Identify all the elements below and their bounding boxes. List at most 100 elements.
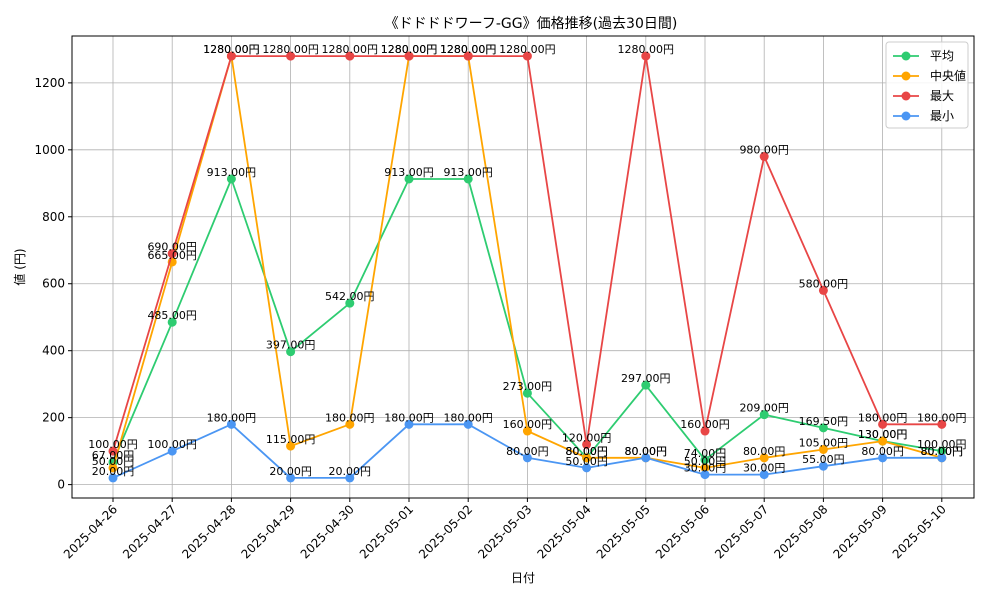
data-point	[818, 423, 828, 433]
y-axis-label: 値 (円)	[12, 248, 27, 285]
data-point	[878, 419, 888, 429]
data-label: 273.00円	[503, 380, 553, 393]
data-point	[286, 473, 296, 483]
y-tick-label: 200	[42, 411, 65, 425]
data-label: 160.00円	[503, 418, 553, 431]
data-label: 169.50円	[799, 415, 849, 428]
data-point	[522, 51, 532, 61]
data-label: 160.00円	[680, 418, 730, 431]
data-label: 80.00円	[921, 445, 964, 458]
data-label: 115.00円	[266, 433, 316, 446]
data-label: 180.00円	[917, 411, 967, 424]
data-label: 1280.00円	[203, 43, 260, 56]
data-point	[167, 317, 177, 327]
data-label: 100.00円	[147, 438, 197, 451]
y-tick-label: 800	[42, 210, 65, 224]
data-label: 180.00円	[443, 411, 493, 424]
data-point	[463, 419, 473, 429]
data-label: 80.00円	[565, 445, 608, 458]
data-label: 1280.00円	[381, 43, 438, 56]
data-label: 1280.00円	[618, 43, 675, 56]
data-label: 1280.00円	[322, 43, 379, 56]
data-label: 485.00円	[147, 309, 197, 322]
data-label: 180.00円	[384, 411, 434, 424]
data-label: 120.00円	[562, 431, 612, 444]
data-point	[818, 444, 828, 454]
data-label: 913.00円	[443, 166, 493, 179]
data-point	[522, 388, 532, 398]
data-point	[700, 463, 710, 473]
data-point	[641, 453, 651, 463]
data-label: 1280.00円	[262, 43, 319, 56]
data-point	[759, 152, 769, 162]
data-label: 209.00円	[739, 402, 789, 415]
x-tick-label: 2025-05-04	[535, 502, 594, 561]
data-point	[937, 419, 947, 429]
data-labels: 67.00円 485.00円 913.00円 397.00円 542.00円 913.00…	[88, 43, 966, 478]
data-label: 690.00円	[147, 241, 197, 254]
data-label: 180.00円	[207, 411, 257, 424]
data-point	[463, 51, 473, 61]
legend-marker	[901, 71, 911, 81]
data-point	[937, 453, 947, 463]
series-2	[108, 51, 947, 456]
legend-box	[885, 41, 969, 129]
y-axis: 0 200 400 600 800 1000 1200	[34, 76, 72, 492]
x-tick-label: 2025-04-27	[120, 502, 179, 561]
y-tick-label: 1200	[34, 76, 65, 90]
x-tick-label: 2025-05-08	[771, 502, 830, 561]
data-point	[226, 51, 236, 61]
data-label: 74.00円	[684, 447, 727, 460]
data-label: 397.00円	[266, 339, 316, 352]
data-point	[167, 446, 177, 456]
data-point	[641, 380, 651, 390]
data-point	[226, 419, 236, 429]
data-point	[108, 473, 118, 483]
data-point	[404, 419, 414, 429]
data-point	[522, 426, 532, 436]
x-tick-label: 2025-05-02	[416, 502, 475, 561]
x-axis-label: 日付	[511, 571, 535, 585]
data-label: 100.00円	[88, 438, 138, 451]
data-label: 67.00円	[92, 449, 135, 462]
data-point	[878, 453, 888, 463]
data-label: 80.00円	[921, 445, 964, 458]
data-label: 130.00円	[858, 428, 908, 441]
y-tick-label: 1000	[34, 143, 65, 157]
data-label: 105.00円	[799, 436, 849, 449]
data-point	[286, 441, 296, 451]
data-point	[345, 51, 355, 61]
data-point	[700, 426, 710, 436]
legend-marker	[901, 51, 911, 61]
x-tick-label: 2025-04-29	[239, 502, 298, 561]
legend-label: 平均	[930, 49, 954, 63]
data-label: 50.00円	[565, 455, 608, 468]
data-point	[878, 436, 888, 446]
data-label: 542.00円	[325, 290, 375, 303]
data-point	[582, 463, 592, 473]
data-point	[641, 51, 651, 61]
data-label: 665.00円	[147, 249, 197, 262]
y-tick-label: 400	[42, 344, 65, 358]
data-point	[108, 446, 118, 456]
data-point	[345, 473, 355, 483]
data-label: 1280.00円	[203, 43, 260, 56]
data-label: 80.00円	[625, 445, 668, 458]
data-label: 1280.00円	[381, 43, 438, 56]
x-tick-label: 2025-05-03	[475, 502, 534, 561]
legend-label: 中央値	[930, 68, 966, 83]
data-point	[700, 470, 710, 480]
data-point	[345, 419, 355, 429]
data-label: 80.00円	[861, 445, 904, 458]
series-3	[108, 419, 947, 483]
chart-title: 《ドドドドワーフ-GG》価格推移(過去30日間)	[385, 16, 678, 32]
data-label: 980.00円	[739, 144, 789, 157]
data-label: 1280.00円	[440, 43, 497, 56]
data-point	[404, 51, 414, 61]
data-label: 30.00円	[743, 462, 786, 475]
data-point	[345, 298, 355, 308]
y-tick-label: 600	[42, 277, 65, 291]
data-label: 100.00円	[917, 438, 967, 451]
data-label: 80.00円	[743, 445, 786, 458]
data-point	[759, 453, 769, 463]
